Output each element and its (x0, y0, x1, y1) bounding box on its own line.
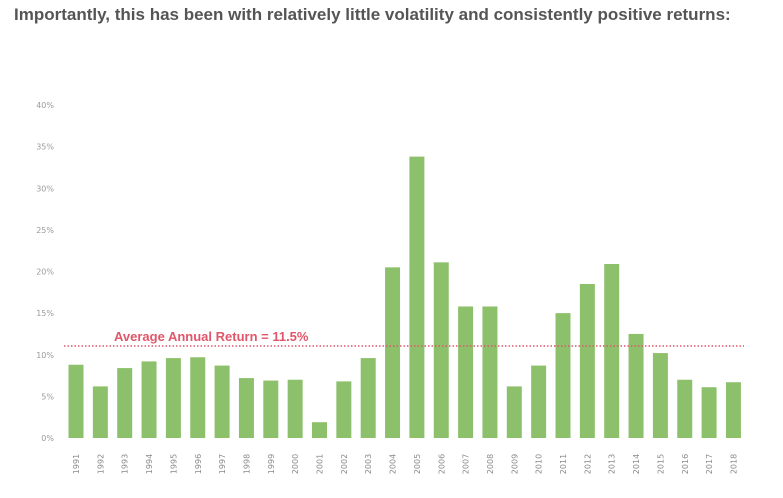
intro-text: Importantly, this has been with relative… (14, 5, 731, 24)
x-tick-label: 2014 (632, 454, 641, 474)
y-tick-label: 5% (41, 392, 54, 401)
x-tick-label: 2002 (340, 454, 349, 474)
y-tick-label: 40% (36, 101, 54, 110)
bar-1991 (68, 364, 84, 438)
x-tick-label: 2015 (656, 454, 665, 474)
bar-2006 (433, 262, 449, 438)
bar-2007 (458, 306, 474, 438)
bar-2011 (555, 313, 571, 438)
bars (68, 156, 741, 439)
bar-2012 (579, 283, 595, 438)
x-tick-label: 1994 (145, 454, 154, 474)
bar-1997 (214, 365, 230, 438)
bar-1999 (263, 380, 279, 438)
x-tick-label: 1997 (218, 454, 227, 474)
x-tick-label: 2007 (462, 454, 471, 474)
bar-2002 (336, 381, 352, 438)
bar-1992 (92, 386, 108, 438)
y-axis: 0% 5% 10% 15% 20% 25% 30% 35% 40% (36, 101, 54, 443)
x-tick-label: 1999 (267, 454, 276, 474)
x-tick-label: 2012 (583, 454, 592, 474)
y-tick-label: 15% (36, 309, 54, 318)
bar-2005 (409, 156, 425, 439)
bar-2010 (531, 365, 547, 438)
x-tick-label: 2018 (729, 454, 738, 474)
x-tick-label: 2016 (681, 454, 690, 474)
x-tick-label: 1992 (96, 454, 105, 474)
x-tick-label: 2001 (316, 454, 325, 474)
bar-2018 (725, 382, 741, 438)
bar-2017 (701, 387, 717, 438)
bar-1995 (165, 358, 181, 438)
x-tick-label: 2003 (364, 454, 373, 474)
x-tick-label: 2000 (291, 454, 300, 474)
y-tick-label: 10% (36, 351, 54, 360)
bar-1994 (141, 361, 157, 438)
x-tick-label: 2017 (705, 454, 714, 474)
y-tick-label: 0% (41, 434, 54, 443)
x-tick-label: 2004 (389, 454, 398, 474)
bar-2013 (604, 264, 620, 438)
bar-1998 (238, 378, 254, 438)
bar-2015 (652, 353, 668, 438)
x-tick-label: 2008 (486, 454, 495, 474)
x-tick-label: 2009 (510, 454, 519, 474)
x-tick-label: 1993 (121, 454, 130, 474)
bar-2000 (287, 379, 303, 438)
bar-2001 (312, 422, 327, 438)
x-tick-label: 2013 (608, 454, 617, 474)
bar-2009 (506, 386, 522, 438)
y-tick-label: 35% (36, 143, 54, 152)
x-tick-label: 1995 (169, 454, 178, 474)
y-tick-label: 20% (36, 268, 54, 277)
bar-2008 (482, 306, 498, 438)
bar-1996 (190, 357, 206, 438)
y-tick-label: 25% (36, 226, 54, 235)
bar-2014 (628, 333, 644, 438)
x-tick-label: 2006 (437, 454, 446, 474)
bar-2016 (677, 379, 693, 438)
x-tick-label: 1998 (242, 454, 251, 474)
y-tick-label: 30% (36, 184, 54, 193)
x-tick-label: 1996 (194, 454, 203, 474)
average-line-label: Average Annual Return = 11.5% (114, 329, 309, 344)
bar-2003 (360, 358, 376, 438)
average-line-group: Average Annual Return = 11.5% (64, 329, 744, 347)
bar-1993 (117, 368, 133, 438)
x-tick-label: 2005 (413, 454, 422, 474)
bar-2004 (385, 267, 401, 438)
x-tick-label: 2011 (559, 454, 568, 474)
x-axis: 1991 1992 1993 1994 1995 1996 1997 1998 1999 2000… (72, 454, 738, 474)
x-tick-label: 1991 (72, 454, 81, 474)
x-tick-label: 2010 (535, 454, 544, 474)
